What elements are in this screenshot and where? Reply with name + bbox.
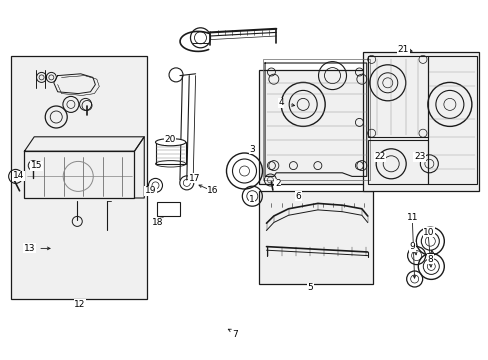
Text: 7: 7 xyxy=(231,330,237,339)
Text: 3: 3 xyxy=(248,145,254,154)
Text: 9: 9 xyxy=(408,242,414,251)
Text: 18: 18 xyxy=(151,218,163,227)
Text: 14: 14 xyxy=(13,171,24,180)
Bar xyxy=(367,140,427,184)
Bar xyxy=(427,56,476,184)
Text: 5: 5 xyxy=(307,284,313,292)
Bar xyxy=(259,70,372,184)
Text: 8: 8 xyxy=(427,255,432,264)
Text: 19: 19 xyxy=(144,186,156,195)
Bar xyxy=(24,151,134,198)
Bar xyxy=(157,202,180,216)
Text: 1: 1 xyxy=(248,195,254,204)
Text: 16: 16 xyxy=(206,186,218,195)
Text: 2: 2 xyxy=(274,179,280,188)
Text: 13: 13 xyxy=(23,244,35,253)
Text: 12: 12 xyxy=(74,300,85,309)
Text: 6: 6 xyxy=(295,192,301,201)
Text: 23: 23 xyxy=(413,152,425,161)
Text: 20: 20 xyxy=(164,135,176,144)
Bar xyxy=(11,56,146,299)
Bar xyxy=(367,56,427,137)
Text: 21: 21 xyxy=(397,45,408,54)
Text: 15: 15 xyxy=(31,161,42,170)
Bar xyxy=(259,191,372,284)
Text: 22: 22 xyxy=(373,152,385,161)
Bar xyxy=(263,59,369,180)
Text: 11: 11 xyxy=(406,213,417,222)
Bar xyxy=(362,52,478,191)
Text: 10: 10 xyxy=(422,228,434,237)
Ellipse shape xyxy=(155,139,185,146)
Bar xyxy=(155,142,185,164)
Text: 4: 4 xyxy=(278,98,284,107)
Text: 17: 17 xyxy=(188,174,200,183)
